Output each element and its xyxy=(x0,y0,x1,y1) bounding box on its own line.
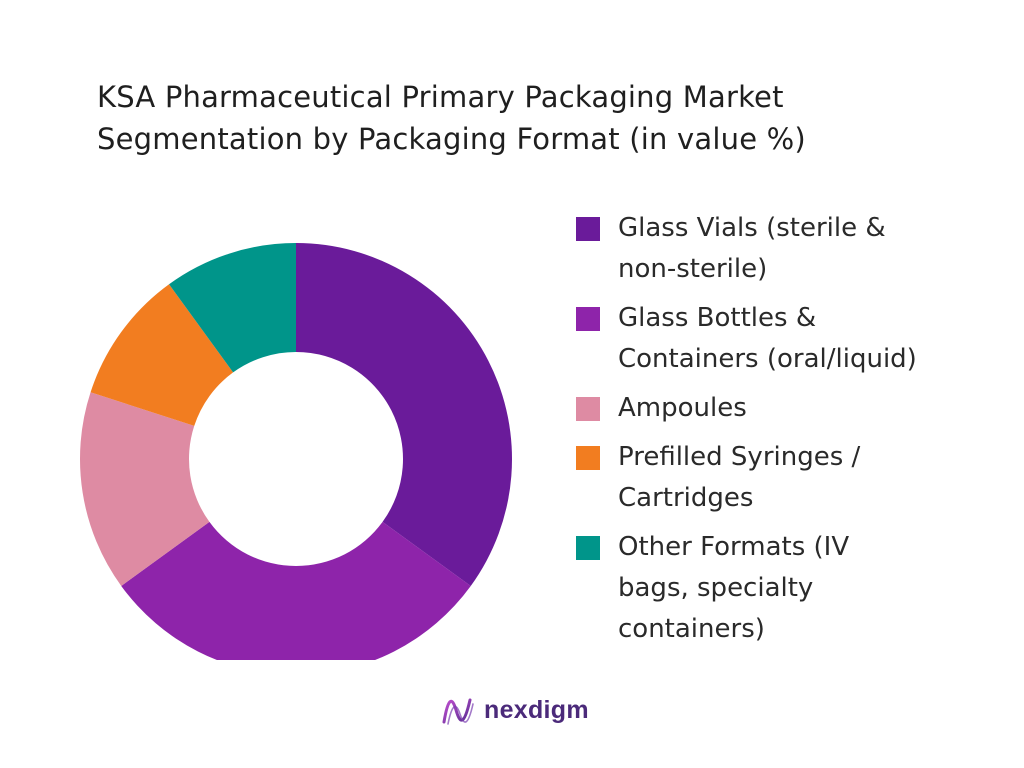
chart-legend: Glass Vials (sterile & non-sterile) Glas… xyxy=(576,208,996,658)
donut-slice xyxy=(90,284,234,426)
legend-label: Glass Vials (sterile & non-sterile) xyxy=(618,213,886,284)
brand-logo: nexdigm xyxy=(440,692,589,728)
donut-slice xyxy=(121,521,471,660)
legend-swatch xyxy=(576,397,600,421)
legend-item: Glass Vials (sterile & non-sterile) xyxy=(576,208,996,290)
legend-item: Other Formats (IV bags, specialty contai… xyxy=(576,527,996,650)
legend-item: Ampoules xyxy=(576,388,996,429)
chart-title-line-2: Segmentation by Packaging Format (in val… xyxy=(97,122,806,156)
chart-title: KSA Pharmaceutical Primary Packaging Mar… xyxy=(97,76,977,160)
donut-chart xyxy=(79,243,512,660)
legend-item: Glass Bottles & Containers (oral/liquid) xyxy=(576,298,996,380)
legend-label: Glass Bottles & Containers (oral/liquid) xyxy=(618,303,917,374)
donut-slice xyxy=(169,243,296,373)
chart-title-line-1: KSA Pharmaceutical Primary Packaging Mar… xyxy=(97,80,784,114)
donut-slice xyxy=(296,243,512,586)
logo-text: nexdigm xyxy=(484,695,589,724)
legend-item: Prefilled Syringes / Cartridges xyxy=(576,437,996,519)
legend-label: Other Formats (IV bags, specialty contai… xyxy=(618,532,850,644)
nexdigm-logo-icon xyxy=(442,698,474,725)
donut-slice xyxy=(79,392,210,586)
legend-swatch xyxy=(576,536,600,560)
legend-swatch xyxy=(576,446,600,470)
legend-label: Prefilled Syringes / Cartridges xyxy=(618,442,861,513)
legend-label: Ampoules xyxy=(618,393,747,423)
legend-swatch xyxy=(576,217,600,241)
legend-swatch xyxy=(576,307,600,331)
